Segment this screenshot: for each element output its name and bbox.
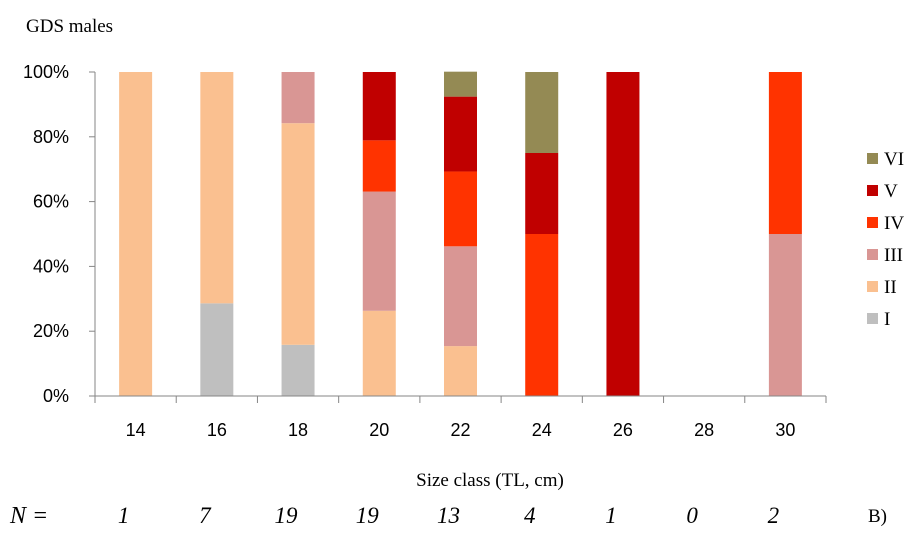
x-tick-label: 28: [694, 420, 714, 440]
bar-segment-iii-20: [362, 191, 396, 311]
bar-segment-ii-22: [444, 346, 477, 396]
x-tick-label: 26: [613, 420, 633, 440]
y-tick-label: 100%: [23, 62, 69, 82]
legend-label: V: [884, 181, 898, 202]
bar-segment-iv-20: [362, 140, 396, 192]
legend-label: III: [884, 245, 903, 266]
bar-segment-iv-22: [444, 171, 477, 247]
bar-segment-iii-18: [281, 72, 315, 124]
legend-label: VI: [884, 149, 904, 170]
bar-segment-iv-24: [525, 234, 559, 396]
bar-segment-ii-16: [200, 72, 234, 304]
legend-swatch: [867, 217, 878, 228]
bar-segment-v-26: [606, 72, 640, 396]
legend-swatch: [867, 153, 878, 164]
x-axis-tick-labels: 14 16 18 20 22 24 26 28 30: [126, 420, 796, 440]
legend-label: IV: [884, 213, 904, 234]
bar-segment-iii-22: [444, 246, 477, 347]
bar-segment-vi-24: [525, 72, 559, 153]
chart-title: GDS males: [26, 16, 113, 37]
x-tick-label: 22: [450, 420, 470, 440]
bar-segment-iv-30: [768, 72, 802, 234]
bar-segment-i-18: [281, 344, 315, 396]
bar-segment-v-22: [444, 96, 477, 172]
bar-segment-ii-14: [119, 72, 153, 396]
legend-swatch: [867, 249, 878, 260]
n-value: 1: [118, 503, 130, 528]
n-value: 19: [356, 503, 380, 528]
x-tick-label: 30: [775, 420, 795, 440]
bars: [119, 71, 802, 396]
x-axis-label: Size class (TL, cm): [416, 470, 564, 491]
n-value: 4: [524, 503, 536, 528]
y-tick-label: 80%: [33, 127, 69, 147]
bar-segment-v-24: [525, 153, 559, 234]
legend-swatch: [867, 185, 878, 196]
n-label: N =: [9, 503, 48, 529]
n-value: 1: [605, 503, 617, 528]
bar-segment-ii-18: [281, 123, 315, 345]
legend-label: I: [884, 309, 890, 330]
n-value: 7: [199, 503, 212, 528]
n-values: 1 7 19 19 13 4 1 0 2: [118, 503, 779, 528]
legend-swatch: [867, 281, 878, 292]
y-axis-tick-labels: 0% 20% 40% 60% 80% 100%: [23, 62, 69, 406]
x-tick-label: 24: [532, 420, 552, 440]
y-tick-label: 0%: [43, 386, 69, 406]
bar-segment-ii-20: [362, 310, 396, 396]
x-tick-label: 14: [126, 420, 146, 440]
n-value: 0: [686, 503, 698, 528]
n-value: 19: [275, 503, 299, 528]
x-tick-label: 16: [207, 420, 227, 440]
bar-segment-v-20: [362, 72, 396, 141]
bar-segment-iii-30: [768, 234, 802, 396]
bar-segment-i-16: [200, 303, 234, 396]
x-tick-label: 18: [288, 420, 308, 440]
y-tick-label: 60%: [33, 192, 69, 212]
legend-label: II: [884, 277, 897, 298]
y-tick-label: 40%: [33, 256, 69, 276]
legend-swatch: [867, 313, 878, 324]
x-tick-label: 20: [369, 420, 389, 440]
n-value: 2: [768, 503, 780, 528]
panel-label: B): [868, 506, 887, 527]
bar-segment-vi-22: [444, 71, 477, 97]
n-value: 13: [437, 503, 460, 528]
y-tick-label: 20%: [33, 321, 69, 341]
axes: [89, 71, 827, 403]
